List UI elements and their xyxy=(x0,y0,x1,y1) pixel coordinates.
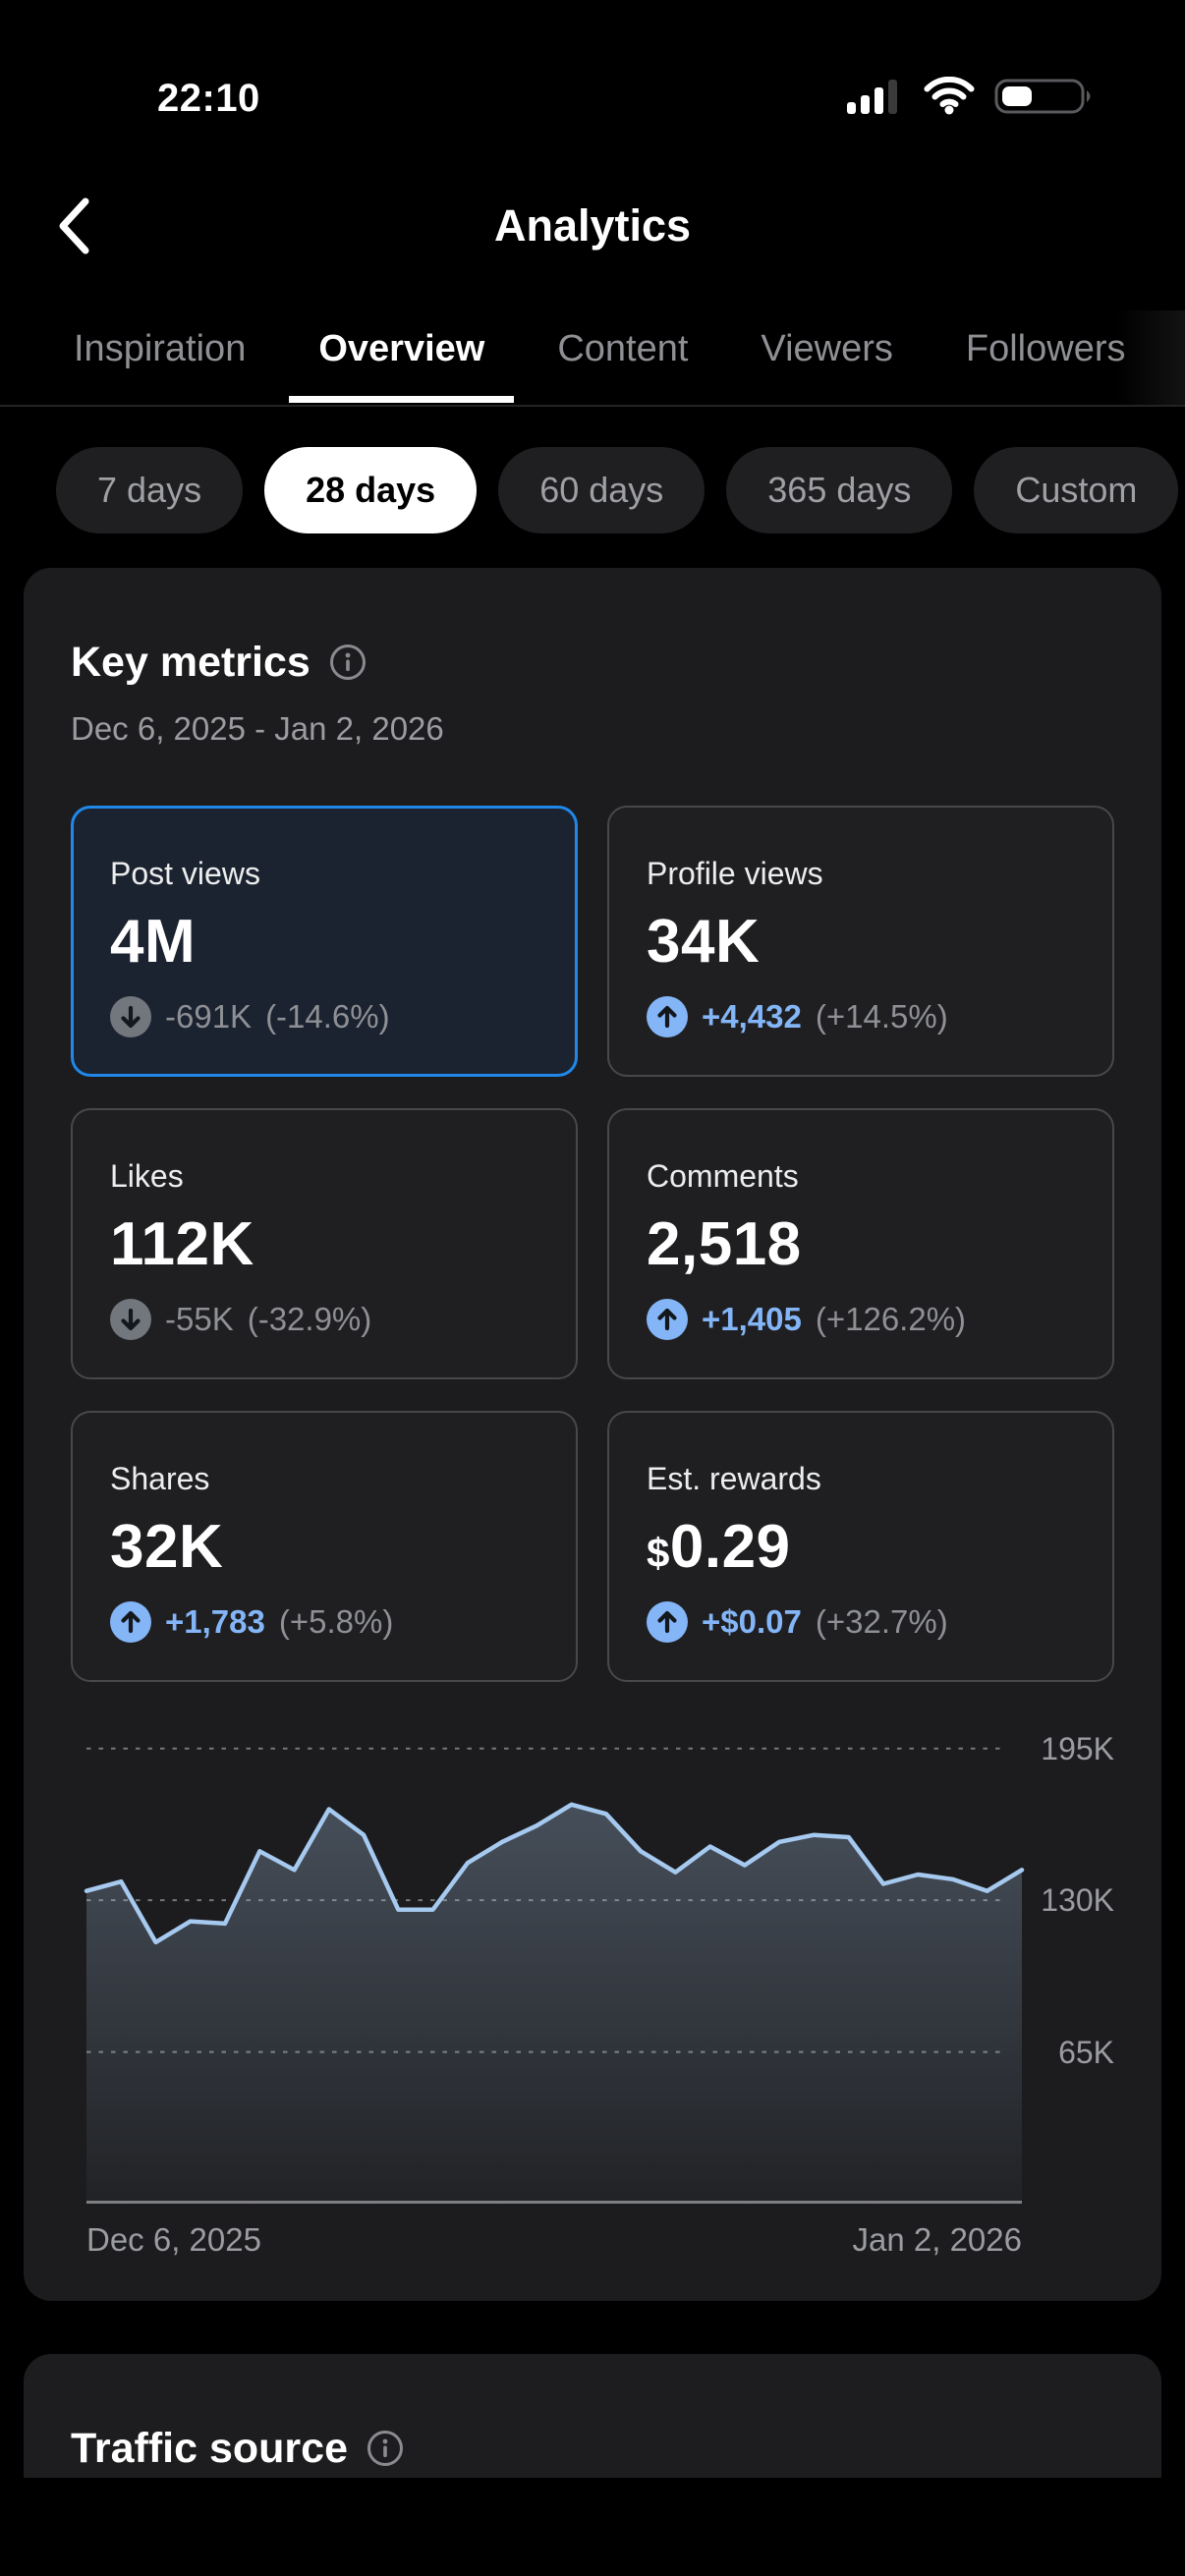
arrow-up-circle-icon xyxy=(647,1601,688,1643)
filter-pill-custom[interactable]: Custom xyxy=(974,447,1179,533)
traffic-source-card: Traffic source xyxy=(24,2354,1161,2478)
info-icon[interactable] xyxy=(366,2429,405,2468)
wifi-icon xyxy=(922,76,977,121)
metric-tile-likes[interactable]: Likes 112K -55K (-32.9%) xyxy=(71,1108,578,1379)
tab-inspiration[interactable]: Inspiration xyxy=(74,328,247,369)
metric-value: 34K xyxy=(647,908,761,976)
metric-label: Profile views xyxy=(647,856,823,891)
x-axis-tick-label: Dec 6, 2025 xyxy=(86,2221,261,2258)
x-axis-tick-label: Jan 2, 2026 xyxy=(852,2221,1022,2258)
delta-percent: (+5.8%) xyxy=(278,1603,394,1640)
tab-viewers[interactable]: Viewers xyxy=(761,328,893,369)
metric-tile-profile-views[interactable]: Profile views 34K +4,432 (+14.5%) xyxy=(607,806,1114,1077)
filter-pill-28-days[interactable]: 28 days xyxy=(264,447,478,533)
metric-tile-shares[interactable]: Shares 32K +1,783 (+5.8%) xyxy=(71,1411,578,1682)
post-views-chart: 195K 130K 65K xyxy=(71,1725,1114,2204)
arrow-up-circle-icon xyxy=(647,996,688,1037)
key-metrics-title: Key metrics xyxy=(71,639,310,686)
metric-delta: +1,783 (+5.8%) xyxy=(110,1601,540,1643)
metric-value: 2,518 xyxy=(647,1210,802,1278)
metric-delta: +1,405 (+126.2%) xyxy=(647,1299,1077,1340)
filter-pill-365-days[interactable]: 365 days xyxy=(726,447,953,533)
page-title: Analytics xyxy=(493,200,692,251)
key-metrics-card: Key metrics Dec 6, 2025 - Jan 2, 2026 Po… xyxy=(24,568,1161,2301)
filter-pill-60-days[interactable]: 60 days xyxy=(498,447,705,533)
metric-value: $0.29 xyxy=(647,1513,791,1581)
metric-label: Comments xyxy=(647,1158,799,1194)
y-axis-tick-label: 195K xyxy=(1041,1730,1114,1766)
chart-y-axis: 195K 130K 65K xyxy=(1022,1725,1114,2204)
metric-tile-comments[interactable]: Comments 2,518 +1,405 (+126.2%) xyxy=(607,1108,1114,1379)
metric-label: Est. rewards xyxy=(647,1461,821,1496)
tab-overview[interactable]: Overview xyxy=(289,310,515,407)
metric-value: 4M xyxy=(110,908,197,976)
metric-label: Shares xyxy=(110,1461,210,1496)
y-axis-tick-label: 65K xyxy=(1058,2034,1114,2070)
metric-delta: -55K (-32.9%) xyxy=(110,1299,540,1340)
delta-percent: (-14.6%) xyxy=(265,998,390,1035)
delta-value: +1,783 xyxy=(165,1603,265,1640)
chevron-left-icon xyxy=(56,196,91,260)
arrow-up-circle-icon xyxy=(647,1299,688,1340)
metric-delta: +$0.07 (+32.7%) xyxy=(647,1601,1077,1643)
y-axis-tick-label: 130K xyxy=(1041,1882,1114,1919)
metric-value: 112K xyxy=(110,1210,254,1278)
delta-value: -691K xyxy=(165,998,253,1035)
clock: 22:10 xyxy=(157,77,260,120)
traffic-source-title: Traffic source xyxy=(71,2425,348,2472)
chart-plot-area xyxy=(84,1725,1025,2204)
tab-bar: Inspiration Overview Content Viewers Followe… xyxy=(0,310,1185,407)
tab-content[interactable]: Content xyxy=(557,328,689,369)
status-bar: 22:10 xyxy=(0,69,1185,128)
date-range-filter: 7 days 28 days 60 days 365 days Custom xyxy=(0,447,1185,533)
arrow-down-circle-icon xyxy=(110,996,151,1037)
metric-tile-est-rewards[interactable]: Est. rewards $0.29 +$0.07 (+32.7%) xyxy=(607,1411,1114,1682)
arrow-down-circle-icon xyxy=(110,1299,151,1340)
metric-label: Likes xyxy=(110,1158,184,1194)
filter-pill-7-days[interactable]: 7 days xyxy=(56,447,244,533)
delta-value: +$0.07 xyxy=(702,1603,802,1640)
status-icons xyxy=(847,76,1099,121)
currency-symbol: $ xyxy=(647,1530,670,1576)
delta-value: +4,432 xyxy=(702,998,802,1035)
tab-followers[interactable]: Followers xyxy=(965,328,1126,369)
delta-value: +1,405 xyxy=(702,1301,802,1337)
metric-delta: -691K (-14.6%) xyxy=(110,996,540,1037)
metric-tile-post-views[interactable]: Post views 4M -691K (-14.6%) xyxy=(71,806,578,1077)
metric-label: Post views xyxy=(110,856,260,891)
chart-x-axis: Dec 6, 2025 Jan 2, 2026 xyxy=(86,2221,1022,2259)
delta-value: -55K xyxy=(165,1301,234,1337)
tabs-separator xyxy=(0,405,1185,407)
delta-percent: (+126.2%) xyxy=(815,1301,967,1337)
metric-tiles-grid: Post views 4M -691K (-14.6%) Profile views 34… xyxy=(71,806,1114,1682)
battery-icon xyxy=(994,77,1099,121)
metric-delta: +4,432 (+14.5%) xyxy=(647,996,1077,1037)
back-button[interactable] xyxy=(56,196,99,260)
delta-percent: (+14.5%) xyxy=(815,998,948,1035)
metric-value: 32K xyxy=(110,1513,224,1581)
delta-percent: (-32.9%) xyxy=(247,1301,372,1337)
info-icon[interactable] xyxy=(328,643,367,682)
date-range-label: Dec 6, 2025 - Jan 2, 2026 xyxy=(71,710,444,747)
delta-percent: (+32.7%) xyxy=(815,1603,948,1640)
arrow-up-circle-icon xyxy=(110,1601,151,1643)
cellular-signal-icon xyxy=(847,77,904,121)
header: Analytics xyxy=(0,196,1185,259)
